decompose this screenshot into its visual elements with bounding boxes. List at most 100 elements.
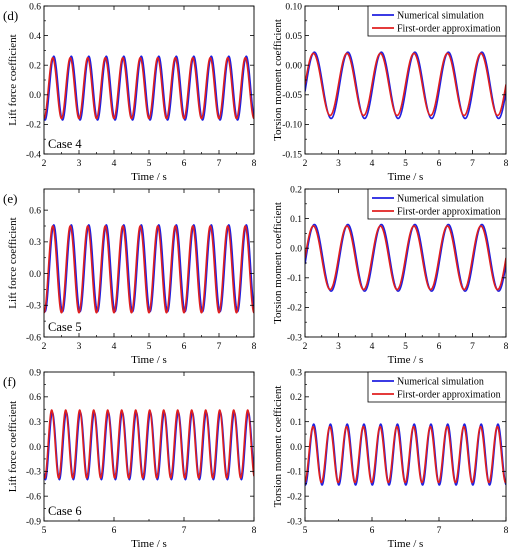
x-tick-label: 2: [303, 159, 308, 169]
panel-label: (e): [3, 191, 17, 206]
x-tick-label: 3: [77, 159, 82, 169]
y-tick-label: 0.0: [290, 245, 302, 255]
series-line-approximation: [305, 425, 506, 484]
chart-panel-f-torsion: 5 6 7 8 -0.3 -0.2 -0.1 0.0 0.1 0.2 0.3 Time / s Tors…: [272, 368, 509, 550]
chart-panel-d-lift: 2 3 4 5 6 7 8 -0.4 -0.2 0.0 0.2 0.4 0.6 Time / s Lift …: [3, 2, 257, 183]
series-line-approximation: [305, 225, 506, 291]
case-label: Case 6: [48, 504, 82, 518]
series-line-numerical: [305, 223, 506, 292]
y-tick-label: -0.10: [282, 121, 302, 131]
x-tick-label: 5: [147, 159, 152, 169]
y-tick-label: -0.4: [26, 150, 41, 160]
y-axis-label: Torsion moment coefficient: [272, 19, 284, 141]
panel-label: (f): [3, 374, 16, 389]
legend-box: [367, 188, 507, 220]
x-axis-label: Time / s: [131, 354, 167, 366]
x-tick-label: 7: [217, 159, 222, 169]
y-tick-label: -0.3: [287, 517, 302, 527]
y-tick-label: -0.6: [26, 333, 41, 343]
y-tick-label: -0.05: [282, 91, 302, 101]
x-tick-label: 4: [112, 159, 117, 169]
y-axis-label: Lift force coefficient: [7, 217, 19, 308]
x-tick-label: 8: [252, 342, 257, 352]
y-tick-label: 0.05: [285, 32, 302, 42]
y-axis-label: Lift force coefficient: [7, 34, 19, 125]
x-axis-label: Time / s: [131, 538, 167, 550]
x-tick-label: 2: [42, 342, 47, 352]
x-tick-label: 7: [470, 159, 475, 169]
x-tick-label: 4: [370, 159, 375, 169]
y-tick-label: 0.6: [29, 2, 41, 12]
y-tick-label: 0.6: [29, 206, 41, 216]
chart-panel-f-lift: 5 6 7 8 -0.9 -0.6 -0.3 0.0 0.3 0.6 0.9 Time / s Lift…: [3, 368, 257, 550]
x-tick-label: 8: [504, 342, 509, 352]
x-axis-label: Time / s: [131, 171, 167, 183]
legend-label-numerical: Numerical simulation: [397, 377, 484, 388]
y-tick-label: 0.0: [29, 270, 41, 280]
y-axis-label: Lift force coefficient: [7, 401, 19, 492]
x-tick-label: 6: [437, 342, 442, 352]
legend-box: [367, 5, 507, 37]
x-tick-label: 6: [112, 526, 117, 536]
y-tick-label: -0.1: [287, 468, 302, 478]
y-tick-label: -0.2: [26, 121, 41, 131]
legend-label-approximation: First-order approximation: [397, 390, 501, 401]
y-axis-label: Torsion moment coefficient: [272, 386, 284, 508]
y-tick-label: 0.3: [290, 368, 302, 378]
y-tick-label: 0.1: [290, 418, 302, 428]
x-tick-label: 7: [437, 526, 442, 536]
x-tick-label: 7: [217, 342, 222, 352]
x-tick-label: 3: [336, 159, 341, 169]
legend-label-approximation: First-order approximation: [397, 24, 501, 35]
x-tick-label: 7: [470, 342, 475, 352]
x-tick-label: 2: [303, 342, 308, 352]
legend-label-approximation: First-order approximation: [397, 207, 501, 218]
x-tick-label: 4: [112, 342, 117, 352]
y-tick-label: -0.2: [287, 492, 302, 502]
y-axis-label: Torsion moment coefficient: [272, 202, 284, 324]
chart-panel-e-torsion: 2 3 4 5 6 7 8 -0.3 -0.2 -0.1 0.0 0.1 0.2 Time / s Tors…: [272, 185, 509, 366]
x-tick-label: 7: [182, 526, 187, 536]
series-line-approximation: [305, 52, 506, 117]
y-tick-label: 0.2: [29, 62, 41, 72]
chart-panel-d-torsion: 2 3 4 5 6 7 8 -0.15 -0.10 -0.05 0.00 0.05 0.10 Time /…: [272, 2, 509, 183]
x-tick-label: 8: [504, 526, 509, 536]
y-tick-label: 0.4: [29, 32, 41, 42]
x-tick-label: 5: [147, 342, 152, 352]
y-tick-label: 0.3: [29, 418, 41, 428]
y-tick-label: -0.6: [26, 492, 41, 502]
x-tick-label: 2: [42, 159, 47, 169]
x-tick-label: 6: [182, 159, 187, 169]
y-tick-label: -0.15: [282, 150, 302, 160]
y-tick-label: 0.3: [29, 238, 41, 248]
series-line-numerical: [44, 223, 254, 313]
series-line-approximation: [44, 225, 254, 314]
x-tick-label: 8: [504, 159, 509, 169]
y-tick-label: 0.2: [290, 393, 302, 403]
y-tick-label: 0.00: [285, 62, 302, 72]
x-tick-label: 6: [182, 342, 187, 352]
y-tick-label: 0.0: [29, 91, 41, 101]
y-tick-label: 0.1: [290, 215, 302, 225]
x-tick-label: 5: [403, 159, 408, 169]
series-line-numerical: [44, 55, 254, 121]
legend-label-numerical: Numerical simulation: [397, 11, 484, 22]
chart-panel-e-lift: 2 3 4 5 6 7 8 -0.6 -0.3 0.0 0.3 0.6 Time / s Lift for…: [3, 188, 257, 366]
series-line-approximation: [44, 57, 254, 120]
y-tick-label: -0.3: [287, 333, 302, 343]
legend-box: [367, 371, 507, 403]
y-tick-label: 0.6: [29, 393, 41, 403]
x-tick-label: 3: [336, 342, 341, 352]
case-label: Case 5: [48, 320, 82, 334]
legend-label-numerical: Numerical simulation: [397, 194, 484, 205]
y-tick-label: 0.0: [290, 443, 302, 453]
y-tick-label: 0.9: [29, 368, 41, 378]
x-tick-label: 5: [42, 526, 47, 536]
series-line-numerical: [44, 411, 254, 481]
y-tick-label: 0.0: [29, 443, 41, 453]
x-tick-label: 3: [77, 342, 82, 352]
y-tick-label: -0.9: [26, 517, 41, 527]
y-tick-label: 0.2: [290, 185, 302, 195]
x-tick-label: 5: [303, 526, 308, 536]
x-axis-label: Time / s: [388, 171, 424, 183]
